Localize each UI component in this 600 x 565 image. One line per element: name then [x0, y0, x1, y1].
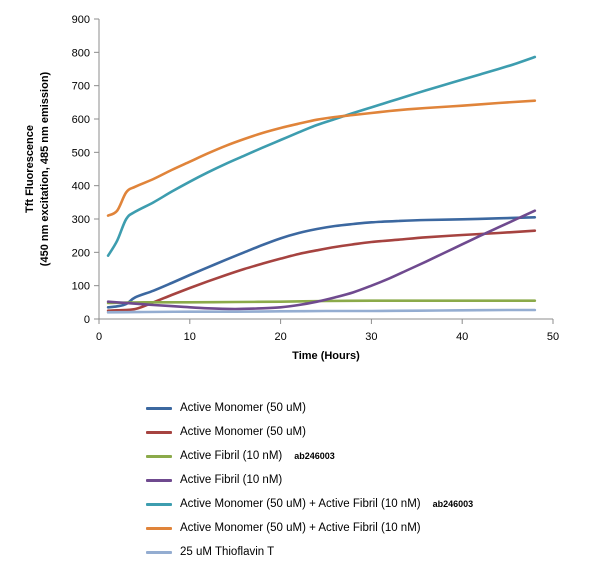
- x-tick-label: 20: [274, 331, 286, 343]
- x-tick-label: 40: [456, 331, 468, 343]
- series-line-1: [106, 216, 537, 309]
- x-axis-ticks: 0 10 20 30 40 50: [96, 319, 559, 343]
- series-line-5: [106, 55, 537, 257]
- legend-label: Active Monomer (50 uM): [180, 426, 306, 438]
- legend-label: Active Monomer (50 uM) + Active Fibril (…: [180, 498, 421, 510]
- legend-label: Active Monomer (50 uM) + Active Fibril (…: [180, 522, 421, 534]
- x-axis-title: Time (Hours): [292, 350, 360, 362]
- legend-label: Active Fibril (10 nM): [180, 450, 283, 462]
- x-tick-label: 30: [365, 331, 377, 343]
- legend-item-5: Active Monomer (50 uM) + Active Fibril (…: [146, 492, 473, 516]
- x-tick-label: 50: [547, 331, 559, 343]
- y-tick-label: 900: [72, 14, 90, 26]
- y-axis-title-line2: (450 nm excitation, 485 nm emission): [39, 71, 51, 266]
- y-tick-label: 100: [72, 281, 90, 293]
- legend-item-1: Active Monomer (50 uM): [146, 396, 473, 420]
- legend-label: 25 uM Thioflavin T: [180, 546, 275, 558]
- series-line-6: [106, 99, 537, 217]
- y-tick-label: 200: [72, 247, 90, 259]
- legend-label: Active Monomer (50 uM): [180, 402, 306, 414]
- series-line-2: [106, 229, 537, 312]
- y-tick-label: 500: [72, 147, 90, 159]
- legend-item-6: Active Monomer (50 uM) + Active Fibril (…: [146, 516, 473, 540]
- legend-item-7: 25 uM Thioflavin T: [146, 540, 473, 564]
- legend-swatch: [146, 454, 172, 458]
- legend-item-2: Active Monomer (50 uM): [146, 420, 473, 444]
- legend-swatch: [146, 406, 172, 410]
- y-axis-ticks: 0 100 200 300 400 500 600 700 800 900: [72, 14, 99, 326]
- y-tick-label: 600: [72, 114, 90, 126]
- legend: Active Monomer (50 uM) Active Monomer (50…: [146, 396, 473, 564]
- y-tick-label: 400: [72, 181, 90, 193]
- legend-swatch: [146, 502, 172, 506]
- x-tick-label: 0: [96, 331, 102, 343]
- legend-note: ab246003: [432, 499, 474, 509]
- legend-swatch: [146, 526, 172, 530]
- legend-swatch: [146, 550, 172, 554]
- y-tick-label: 0: [84, 314, 90, 326]
- line-chart: 0 100 200 300 400 500 600 700 800 900 0 10 20 30 40 50…: [24, 14, 559, 362]
- x-tick-label: 10: [184, 331, 196, 343]
- legend-swatch: [146, 478, 172, 482]
- series-line-4: [106, 209, 537, 311]
- legend-item-3: Active Fibril (10 nM) ab246003: [146, 444, 473, 468]
- legend-note: ab246003: [294, 451, 335, 461]
- legend-item-4: Active Fibril (10 nM): [146, 468, 473, 492]
- y-tick-label: 700: [72, 81, 90, 93]
- y-tick-label: 300: [72, 214, 90, 226]
- legend-swatch: [146, 430, 172, 434]
- legend-label: Active Fibril (10 nM): [180, 474, 283, 486]
- y-axis-title-line1: Tft Fluorescence: [24, 125, 36, 213]
- series-layer: [106, 55, 537, 314]
- series-line-3: [106, 299, 537, 305]
- y-tick-label: 800: [72, 47, 90, 59]
- series-line-7: [106, 308, 537, 314]
